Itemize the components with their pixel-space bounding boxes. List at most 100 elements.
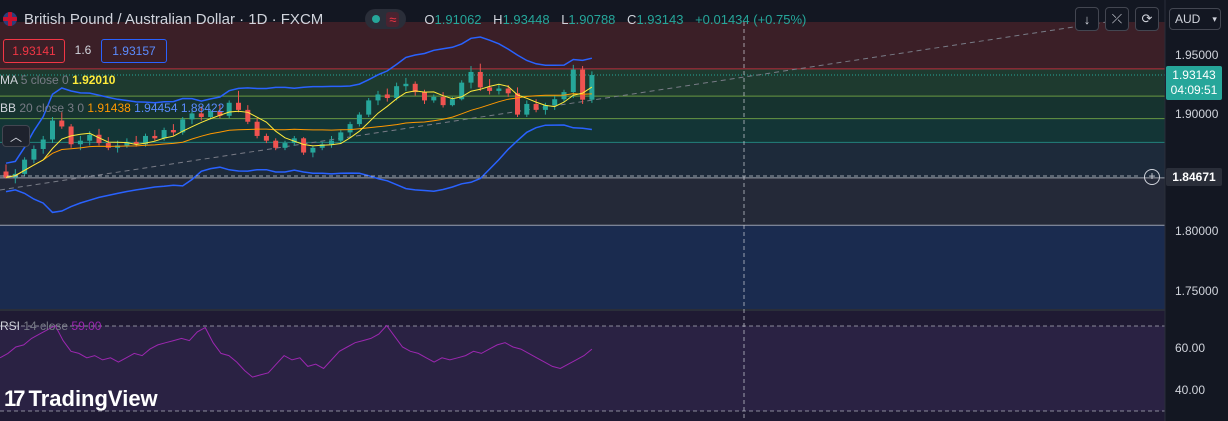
candle-body bbox=[477, 71, 483, 88]
candle-body bbox=[208, 111, 214, 117]
candle-body bbox=[319, 144, 325, 148]
candle-body bbox=[40, 139, 46, 149]
price-tick: 1.75000 bbox=[1175, 284, 1219, 298]
candle-body bbox=[403, 83, 409, 87]
bb-basis-line bbox=[5, 93, 592, 178]
add-alert-icon[interactable]: + bbox=[1144, 169, 1160, 185]
bb-legend[interactable]: BB 20 close 3 0 1.91438 1.94454 1.88422 bbox=[0, 101, 225, 115]
candle-body bbox=[431, 96, 437, 101]
candle-body bbox=[515, 93, 520, 115]
rsi-band bbox=[0, 326, 1165, 411]
symbol-header: British Pound / Australian Dollar · 1D ·… bbox=[0, 7, 814, 31]
candle-body bbox=[133, 141, 139, 145]
candle-body bbox=[263, 135, 269, 141]
candle-body bbox=[570, 69, 576, 93]
arrow-down-icon[interactable]: ↓ bbox=[1075, 7, 1099, 31]
crosshair-price-tag: 1.84671 bbox=[1166, 168, 1222, 186]
candle-body bbox=[459, 82, 465, 100]
candle-body bbox=[282, 143, 288, 148]
zone-6 bbox=[0, 225, 1165, 310]
chevron-up-icon: ︿ bbox=[9, 129, 22, 144]
ohlc-values: O1.91062 H1.93448 L1.90788 C1.93143 +0.0… bbox=[424, 11, 807, 27]
rsi-line bbox=[0, 324, 593, 378]
ma-legend[interactable]: MA 5 close 0 1.92010 bbox=[0, 73, 116, 87]
bb-lower-line bbox=[5, 124, 592, 214]
candle-body bbox=[301, 138, 307, 153]
zone-4 bbox=[0, 142, 1165, 178]
rsi-tick: 60.00 bbox=[1175, 341, 1206, 355]
market-status-pill[interactable]: ≈ bbox=[365, 9, 407, 29]
candle-body bbox=[50, 120, 55, 140]
candle-body bbox=[580, 69, 586, 100]
tradingview-logo-icon: 17 bbox=[4, 386, 26, 411]
rsi-legend[interactable]: RSI 14 close 59.00 bbox=[0, 319, 102, 333]
candle-body bbox=[524, 103, 530, 115]
candle-body bbox=[561, 92, 567, 100]
price-tick: 1.95000 bbox=[1175, 48, 1219, 62]
bb-upper-line bbox=[5, 36, 593, 164]
collapse-icon[interactable]: ⤫ bbox=[1105, 7, 1129, 31]
ma-line bbox=[5, 83, 593, 178]
candle-body bbox=[384, 94, 390, 99]
candle-body bbox=[217, 111, 223, 116]
candle-body bbox=[170, 130, 176, 133]
candle-body bbox=[338, 132, 344, 141]
candle-body bbox=[96, 134, 102, 144]
candle-body bbox=[105, 143, 111, 148]
candle-body bbox=[226, 102, 232, 116]
target-zone-2 bbox=[0, 96, 1165, 119]
candle-body bbox=[422, 92, 427, 101]
candle-body bbox=[3, 171, 9, 178]
sell-button[interactable]: 1.93141 bbox=[3, 39, 65, 63]
price-tick: 1.80000 bbox=[1175, 224, 1219, 238]
candle-body bbox=[542, 105, 548, 110]
candle-body bbox=[59, 120, 65, 127]
target-zone-3 bbox=[0, 118, 1165, 143]
candle-body bbox=[533, 103, 539, 110]
zone-5 bbox=[0, 177, 1165, 226]
candle-body bbox=[245, 109, 251, 122]
gbp-aud-flag-icon bbox=[3, 12, 17, 26]
candle-body bbox=[273, 140, 279, 148]
candle-body bbox=[68, 126, 74, 145]
candle-body bbox=[87, 134, 93, 141]
candle-body bbox=[143, 135, 148, 145]
candle-body bbox=[449, 99, 455, 106]
spread-label: 1.6 bbox=[74, 43, 92, 57]
wave-icon: ≈ bbox=[386, 11, 400, 27]
candle-body bbox=[468, 71, 474, 83]
candle-body bbox=[180, 119, 186, 133]
candle-body bbox=[198, 113, 204, 117]
candle-body bbox=[152, 135, 158, 139]
candle-body bbox=[394, 86, 400, 99]
chevron-down-icon: ▾ bbox=[1212, 13, 1217, 24]
candle-body bbox=[375, 94, 381, 101]
candle-body bbox=[124, 141, 130, 146]
candle-body bbox=[161, 130, 167, 139]
last-price-tag: 1.93143 04:09:51 bbox=[1166, 66, 1222, 100]
buy-button[interactable]: 1.93157 bbox=[101, 39, 167, 63]
currency-selector[interactable]: AUD ▾ bbox=[1169, 8, 1221, 30]
candle-body bbox=[496, 88, 502, 91]
candle-body bbox=[31, 148, 37, 160]
candle-body bbox=[77, 140, 83, 145]
candle-body bbox=[356, 114, 362, 125]
symbol-title[interactable]: British Pound / Australian Dollar · 1D ·… bbox=[24, 10, 324, 28]
reset-icon[interactable]: ⟳ bbox=[1135, 7, 1159, 31]
candle-body bbox=[552, 99, 558, 106]
candle-body bbox=[347, 124, 353, 133]
collapse-legend-button[interactable]: ︿ bbox=[2, 125, 30, 147]
price-axis bbox=[1165, 0, 1228, 421]
rsi-tick: 40.00 bbox=[1175, 383, 1206, 397]
candle-body bbox=[22, 159, 28, 174]
candle-body bbox=[310, 147, 316, 153]
price-tick: 1.90000 bbox=[1175, 107, 1219, 121]
candle-body bbox=[236, 102, 241, 110]
candle-body bbox=[329, 140, 334, 145]
market-open-dot-icon bbox=[372, 15, 381, 23]
tradingview-logo: 17 TradingView bbox=[4, 386, 158, 411]
candle-body bbox=[189, 113, 195, 120]
candle-body bbox=[412, 83, 418, 93]
